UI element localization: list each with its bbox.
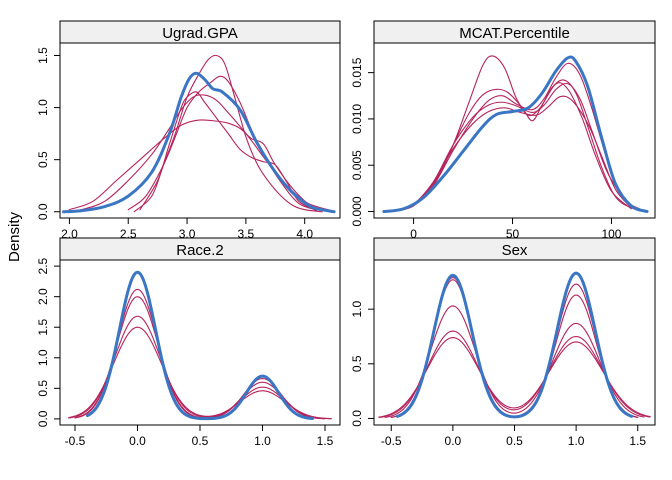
y-tick-label: 0.000 — [350, 196, 364, 226]
panel-frame — [59, 42, 341, 219]
y-axis-label: Density — [6, 211, 23, 262]
panel-frame — [373, 42, 656, 219]
y-tick-label: 0.0 — [36, 410, 50, 427]
imputed-density-line — [378, 337, 651, 418]
panel-4: Sex -0.5 0.0 0.5 1.0 1.5 0.0 0.5 1.0 — [350, 237, 656, 448]
panel-3: Race.2 -0.5 0.0 0.5 1.0 1.5 0.0 0.5 1.0 1.5 2.0 2.5 — [36, 237, 341, 448]
panel-title: MCAT.Percentile — [459, 25, 570, 42]
y-tick-label: 0.010 — [350, 104, 364, 134]
imputed-density-line — [139, 91, 318, 212]
y-tick-label: 1.5 — [36, 319, 50, 336]
x-tick-label: 0 — [410, 227, 417, 241]
panel-title: Ugrad.GPA — [162, 25, 238, 42]
panel-frame — [373, 259, 656, 426]
y-tick-label: 0.5 — [350, 355, 364, 372]
series-group — [62, 54, 336, 214]
panel-title: Race.2 — [176, 242, 224, 259]
x-tick-label: -0.5 — [381, 434, 402, 448]
imputed-density-line — [68, 315, 332, 420]
imputed-density-line — [68, 119, 329, 212]
y-tick-label: 0.015 — [350, 57, 364, 87]
y-tick-label: 2.5 — [36, 257, 50, 274]
x-tick-label: 1.0 — [254, 434, 271, 448]
y-tick-label: 0.5 — [36, 151, 50, 168]
x-tick-label: 0.0 — [445, 434, 462, 448]
series-group — [68, 270, 332, 421]
series-group — [382, 55, 649, 214]
x-tick-label: 1.0 — [568, 434, 585, 448]
y-tick-label: 0.5 — [36, 380, 50, 397]
imputed-density-line — [384, 305, 645, 418]
imputed-density-line — [390, 276, 639, 418]
x-tick-label: 1.5 — [629, 434, 646, 448]
observed-density-line — [86, 270, 314, 421]
imputed-density-line — [74, 288, 326, 420]
x-tick-label: 0.5 — [506, 434, 523, 448]
imputed-density-line — [62, 94, 329, 213]
observed-density-line — [382, 55, 649, 214]
y-tick-label: 0.0 — [350, 410, 364, 427]
imputed-density-line — [393, 95, 632, 213]
panel-title: Sex — [502, 242, 528, 259]
x-tick-label: 1.5 — [317, 434, 334, 448]
y-tick-label: 0.005 — [350, 150, 364, 180]
series-group — [378, 271, 651, 419]
y-tick-label: 1.0 — [350, 301, 364, 318]
y-tick-label: 1.5 — [36, 47, 50, 64]
x-tick-label: -0.5 — [65, 434, 86, 448]
imputed-density-line — [393, 82, 632, 213]
observed-density-line — [395, 271, 634, 419]
x-tick-label: 0.5 — [192, 434, 209, 448]
y-tick-label: 1.0 — [36, 349, 50, 366]
y-tick-label: 1.0 — [36, 99, 50, 116]
y-tick-label: 0.0 — [36, 203, 50, 220]
observed-density-line — [62, 71, 336, 214]
imputed-density-line — [390, 279, 639, 418]
imputed-density-line — [133, 54, 323, 213]
x-tick-label: 0.0 — [129, 434, 146, 448]
imputed-density-line — [378, 330, 651, 419]
y-tick-label: 2.0 — [36, 288, 50, 305]
